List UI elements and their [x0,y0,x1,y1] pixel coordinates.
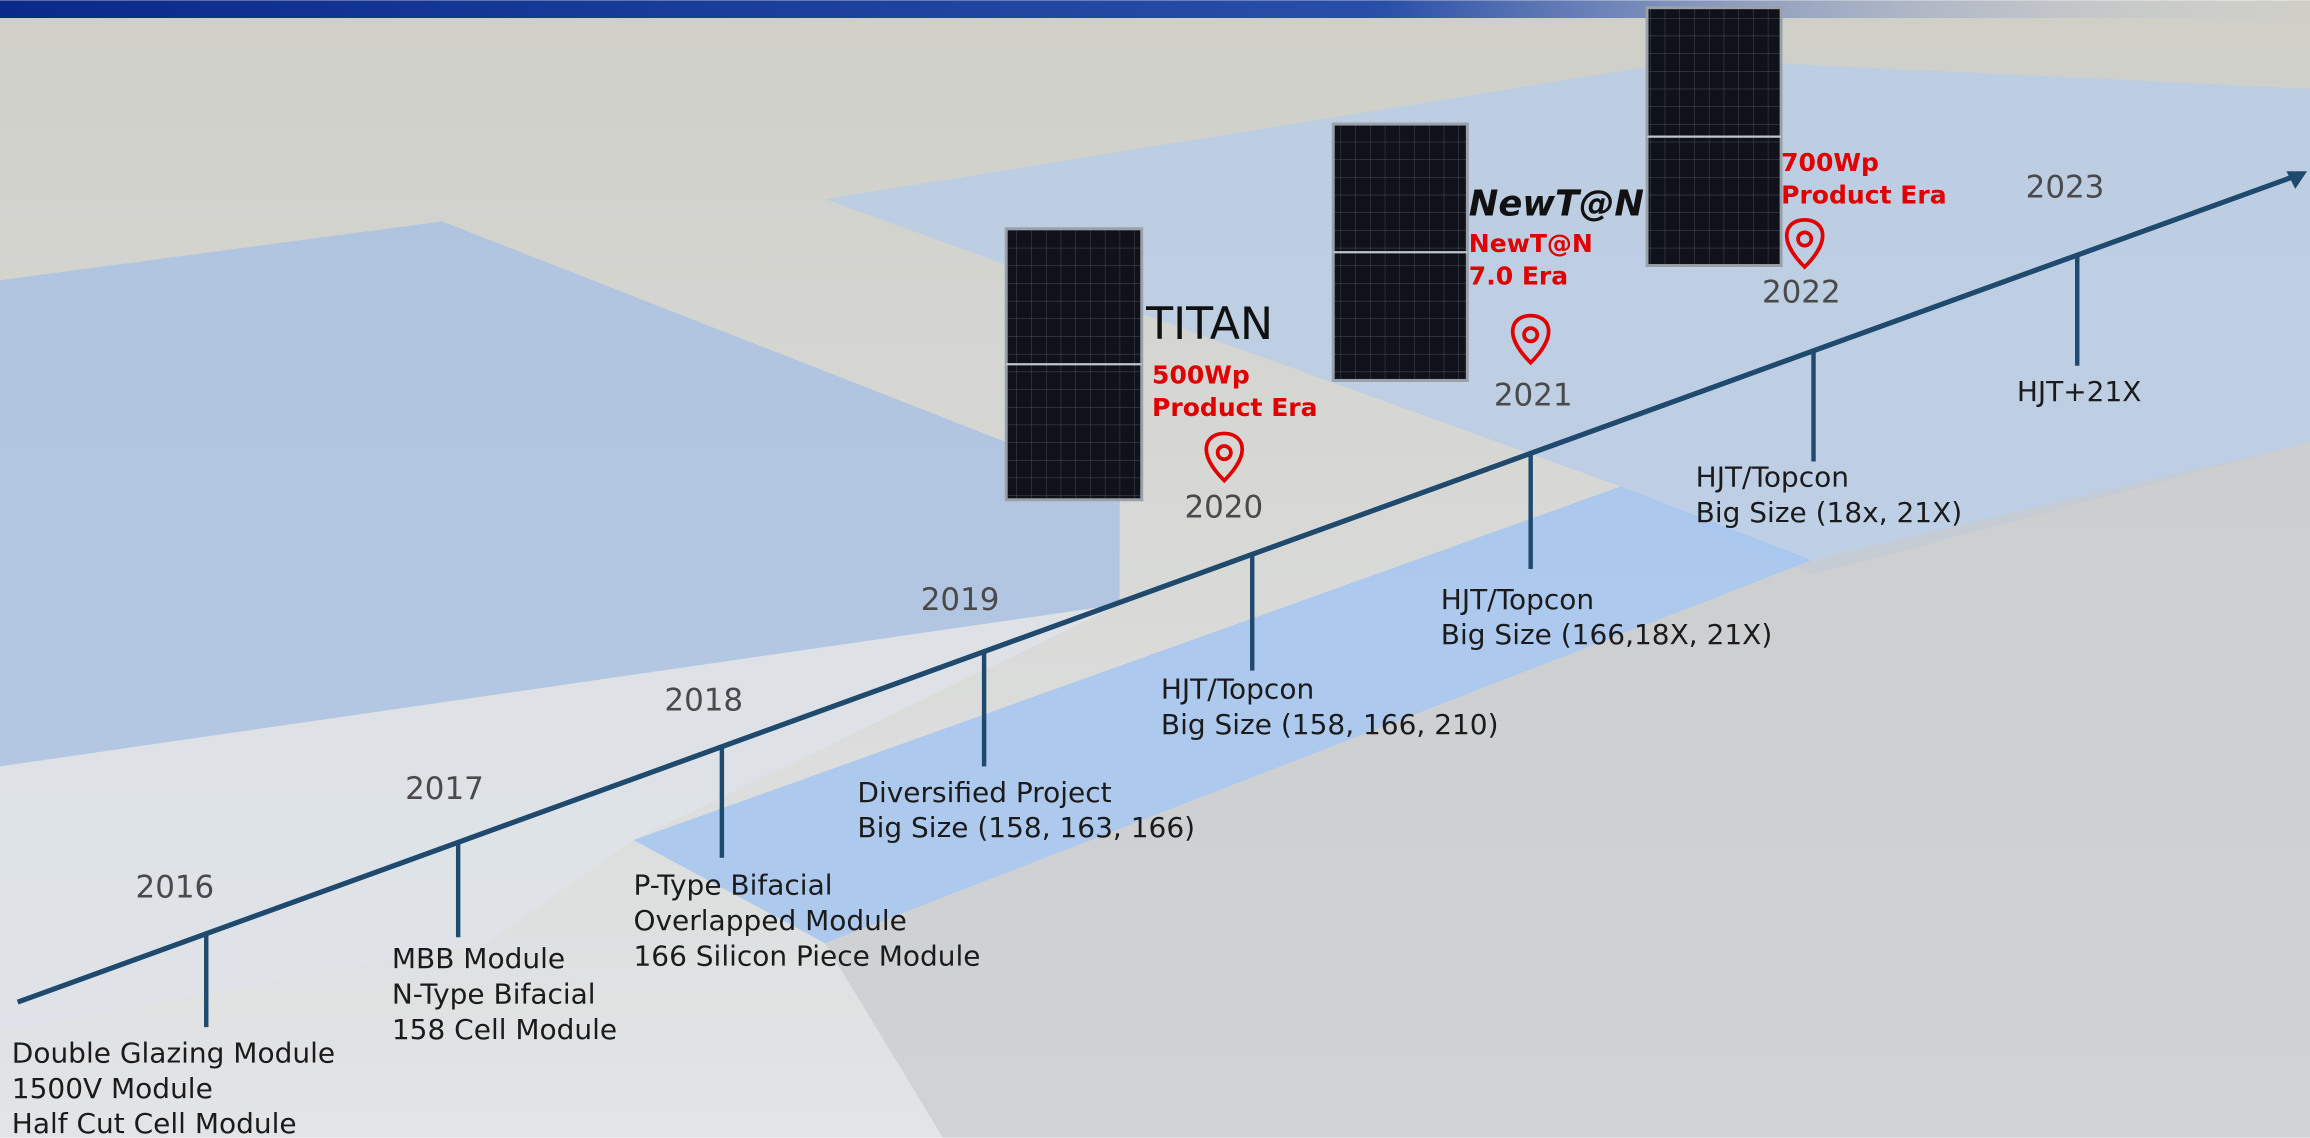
product-text: 700Wp [1781,148,1879,177]
year-label: 2023 [2026,170,2105,206]
year-label: 2019 [921,582,1000,618]
milestone-text: HJT/Topcon [1161,673,1314,706]
milestone-text: HJT/Topcon [1441,583,1594,616]
milestone-text: 158 Cell Module [392,1013,617,1046]
year-label: 2020 [1184,489,1263,525]
milestone-text: P-Type Bifacial [633,869,832,902]
product-text: Product Era [1152,393,1317,422]
background [0,0,2310,1137]
product-text: 500Wp [1152,360,1250,389]
milestone-text: 166 Silicon Piece Module [633,939,980,972]
year-label: 2017 [405,771,484,807]
milestone-text: Double Glazing Module [12,1037,335,1070]
milestone-text: Overlapped Module [633,904,906,937]
milestone-text: Big Size (166,18X, 21X) [1441,618,1772,651]
year-label: 2018 [664,682,743,718]
milestone-text: HJT/Topcon [1696,460,1849,493]
milestone-text: HJT+21X [2017,375,2142,408]
milestone-text: 1500V Module [12,1072,213,1105]
milestone-text: Half Cut Cell Module [12,1107,297,1138]
milestone-text: Diversified Project [857,776,1111,809]
year-label: 2021 [1494,377,1573,413]
year-label: 2016 [136,870,215,906]
milestone-text: MBB Module [392,942,565,975]
product-text: Product Era [1781,181,1946,210]
year-label: 2022 [1762,274,1841,310]
timeline-graphic: 2016 Double Glazing Module1500V ModuleHal… [0,0,2310,1138]
milestone-text: Big Size (158, 163, 166) [857,811,1195,844]
milestone-text: Big Size (158, 166, 210) [1161,708,1499,741]
milestone-text: Big Size (18x, 21X) [1696,496,1963,529]
product-text: 7.0 Era [1469,262,1568,291]
product-text: NewT@N [1469,229,1593,258]
product-logo: TITAN [1145,299,1273,350]
product-logo: NewT@N [1469,183,1644,224]
milestone-text: N-Type Bifacial [392,978,596,1011]
